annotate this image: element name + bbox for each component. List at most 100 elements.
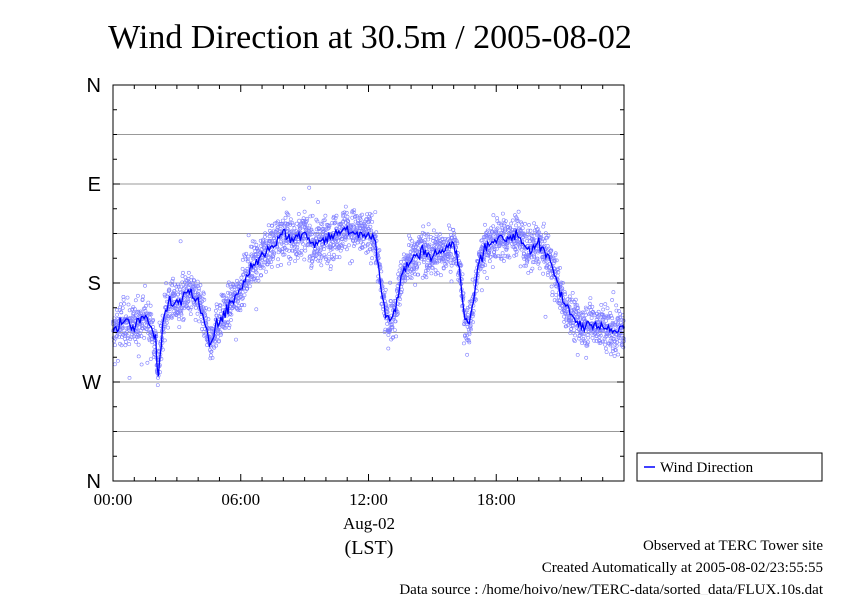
scatter-point [189, 305, 194, 310]
y-tick-label: N [87, 75, 101, 97]
scatter-point [385, 310, 390, 315]
scatter-point [424, 275, 429, 280]
scatter-point [401, 276, 406, 280]
scatter-point [554, 258, 559, 263]
scatter-point [563, 292, 568, 297]
scatter-point [309, 263, 314, 268]
scatter-point [358, 226, 363, 231]
scatter-point [522, 263, 527, 268]
scatter-point [309, 265, 314, 270]
scatter-point [345, 214, 350, 219]
scatter-point [423, 271, 428, 276]
scatter-point [527, 222, 531, 227]
scatter-point [518, 229, 523, 234]
scatter-point [172, 294, 176, 299]
scatter-point [429, 271, 434, 276]
scatter-point [295, 255, 300, 260]
scatter-point [226, 280, 231, 285]
scatter-point [552, 259, 557, 264]
scatter-point [299, 252, 304, 257]
scatter-point [162, 292, 167, 297]
scatter-point [167, 288, 172, 293]
scatter-point [543, 231, 548, 236]
scatter-point [560, 304, 565, 308]
scatter-point [242, 252, 247, 257]
scatter-point [147, 315, 152, 320]
scatter-point [488, 254, 493, 259]
scatter-point [197, 319, 202, 324]
scatter-point [298, 222, 303, 227]
scatter-point [601, 313, 606, 318]
scatter-point [536, 260, 541, 265]
scatter-point [496, 253, 501, 258]
scatter-point [288, 256, 293, 261]
scatter-point [313, 231, 318, 236]
scatter-point [249, 280, 254, 284]
footer-created: Created Automatically at 2005-08-02/23:5… [542, 560, 823, 576]
scatter-point [179, 284, 183, 289]
scatter-point [398, 263, 403, 268]
scatter-point [519, 220, 524, 225]
y-tick-labels: N W S E N [82, 75, 101, 493]
scatter-point [500, 211, 505, 216]
scatter-point [461, 341, 466, 346]
scatter-point [310, 230, 315, 235]
scatter-point [162, 338, 167, 343]
scatter-point [537, 266, 542, 271]
scatter-point [451, 227, 456, 232]
scatter-point [207, 307, 212, 312]
scatter-point [322, 247, 327, 251]
scatter-point [272, 251, 277, 256]
scatter-point [467, 340, 472, 345]
scatter-point [330, 243, 335, 247]
footer-observed: Observed at TERC Tower site [643, 538, 823, 554]
scatter-point [343, 204, 348, 209]
scatter-point [264, 269, 268, 274]
scatter-point [419, 234, 424, 239]
scatter-point [139, 362, 144, 367]
scatter-point [238, 292, 243, 297]
scatter-point [218, 311, 223, 316]
scatter-point [514, 252, 519, 257]
scatter-point [300, 241, 305, 246]
scatter-point [405, 270, 410, 274]
scatter-point [216, 338, 221, 343]
scatter-point [296, 239, 301, 244]
scatter-point [210, 355, 215, 360]
scatter-point [572, 339, 577, 344]
scatter-point [254, 270, 259, 275]
scatter-point [441, 266, 446, 271]
scatter-point [325, 261, 330, 266]
scatter-point [556, 270, 561, 275]
scatter-point [426, 237, 431, 242]
scatter-point [392, 328, 397, 333]
scatter-point [529, 255, 534, 260]
scatter-point [570, 297, 574, 302]
scatter-point [387, 330, 392, 334]
scatter-point [133, 298, 138, 303]
y-tick-label: W [82, 372, 101, 394]
scatter-point [483, 222, 487, 227]
scatter-point [501, 218, 506, 223]
scatter-point [567, 294, 572, 299]
scatter-point [385, 321, 390, 326]
scatter-point [281, 238, 286, 243]
scatter-point [468, 323, 473, 328]
scatter-point [586, 335, 591, 340]
scatter-point [416, 261, 421, 266]
scatter-point [603, 342, 608, 347]
scatter-point [487, 250, 492, 255]
scatter-point [361, 237, 366, 242]
scatter-point [554, 292, 558, 297]
scatter-point [592, 338, 597, 343]
scatter-point [617, 309, 621, 313]
scatter-point [390, 335, 395, 340]
scatter-point [160, 340, 165, 345]
scatter-point [578, 315, 583, 320]
scatter-point [584, 307, 589, 312]
scatter-point [465, 308, 470, 313]
scatter-point [455, 241, 460, 246]
scatter-point [337, 255, 342, 260]
scatter-point [214, 313, 219, 318]
scatter-point [267, 260, 271, 265]
